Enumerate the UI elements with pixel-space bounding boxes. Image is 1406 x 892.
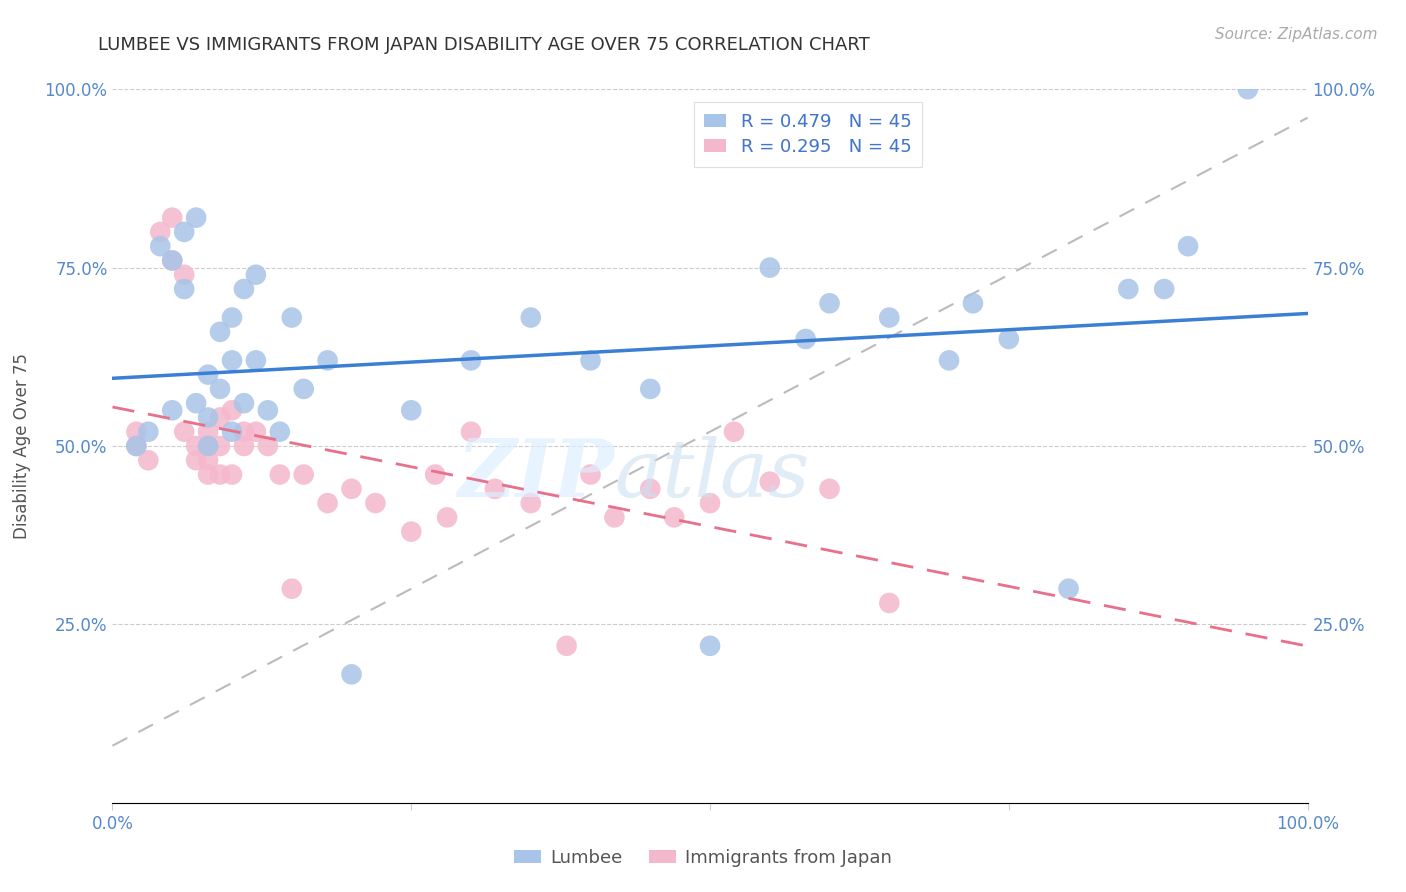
Point [269,425,291,439]
Point [209,439,232,453]
Point [292,467,315,482]
Point [209,467,232,482]
Point [233,425,256,439]
Point [162,253,183,268]
Point [281,582,304,596]
Point [138,425,160,439]
Point [579,353,602,368]
Point [221,310,243,325]
Point [162,211,183,225]
Point [316,496,339,510]
Point [340,667,363,681]
Point [640,382,662,396]
Point [197,453,219,467]
Point [520,310,543,325]
Point [173,425,195,439]
Point [233,396,256,410]
Point [818,482,841,496]
Point [579,467,602,482]
Point [1057,582,1080,596]
Point [879,596,901,610]
Point [245,268,267,282]
Text: LUMBEE VS IMMIGRANTS FROM JAPAN DISABILITY AGE OVER 75 CORRELATION CHART: LUMBEE VS IMMIGRANTS FROM JAPAN DISABILI… [98,36,870,54]
Point [233,282,256,296]
Point [340,482,363,496]
Point [197,368,219,382]
Legend: R = 0.479   N = 45, R = 0.295   N = 45: R = 0.479 N = 45, R = 0.295 N = 45 [693,102,922,167]
Point [221,425,243,439]
Point [197,425,219,439]
Point [794,332,817,346]
Point [460,425,482,439]
Point [125,439,148,453]
Point [1118,282,1140,296]
Point [723,425,745,439]
Point [998,332,1021,346]
Legend: Lumbee, Immigrants from Japan: Lumbee, Immigrants from Japan [506,842,900,874]
Point [759,260,782,275]
Point [269,467,291,482]
Point [221,403,243,417]
Point [245,425,267,439]
Point [186,211,208,225]
Point [209,325,232,339]
Y-axis label: Disability Age Over 75: Disability Age Over 75 [13,353,31,539]
Point [520,496,543,510]
Point [1237,82,1260,96]
Point [962,296,984,310]
Point [162,253,183,268]
Point [401,403,423,417]
Point [603,510,626,524]
Point [233,439,256,453]
Point [197,467,219,482]
Point [257,439,280,453]
Point [149,239,172,253]
Point [138,453,160,467]
Text: Source: ZipAtlas.com: Source: ZipAtlas.com [1215,27,1378,42]
Point [484,482,506,496]
Point [186,453,208,467]
Point [316,353,339,368]
Point [1153,282,1175,296]
Point [425,467,447,482]
Point [938,353,960,368]
Point [640,482,662,496]
Text: ZIP: ZIP [457,436,614,513]
Point [197,439,219,453]
Point [401,524,423,539]
Point [197,439,219,453]
Point [555,639,578,653]
Point [149,225,172,239]
Point [1177,239,1199,253]
Point [759,475,782,489]
Point [209,410,232,425]
Point [125,439,148,453]
Point [460,353,482,368]
Point [209,382,232,396]
Point [818,296,841,310]
Point [162,403,183,417]
Point [281,310,304,325]
Point [879,310,901,325]
Text: atlas: atlas [614,436,810,513]
Point [436,510,458,524]
Point [197,410,219,425]
Point [173,268,195,282]
Point [257,403,280,417]
Point [125,425,148,439]
Point [245,353,267,368]
Point [699,639,721,653]
Point [664,510,686,524]
Point [186,396,208,410]
Point [173,225,195,239]
Point [221,467,243,482]
Point [699,496,721,510]
Point [173,282,195,296]
Point [186,439,208,453]
Point [364,496,387,510]
Point [221,353,243,368]
Point [292,382,315,396]
